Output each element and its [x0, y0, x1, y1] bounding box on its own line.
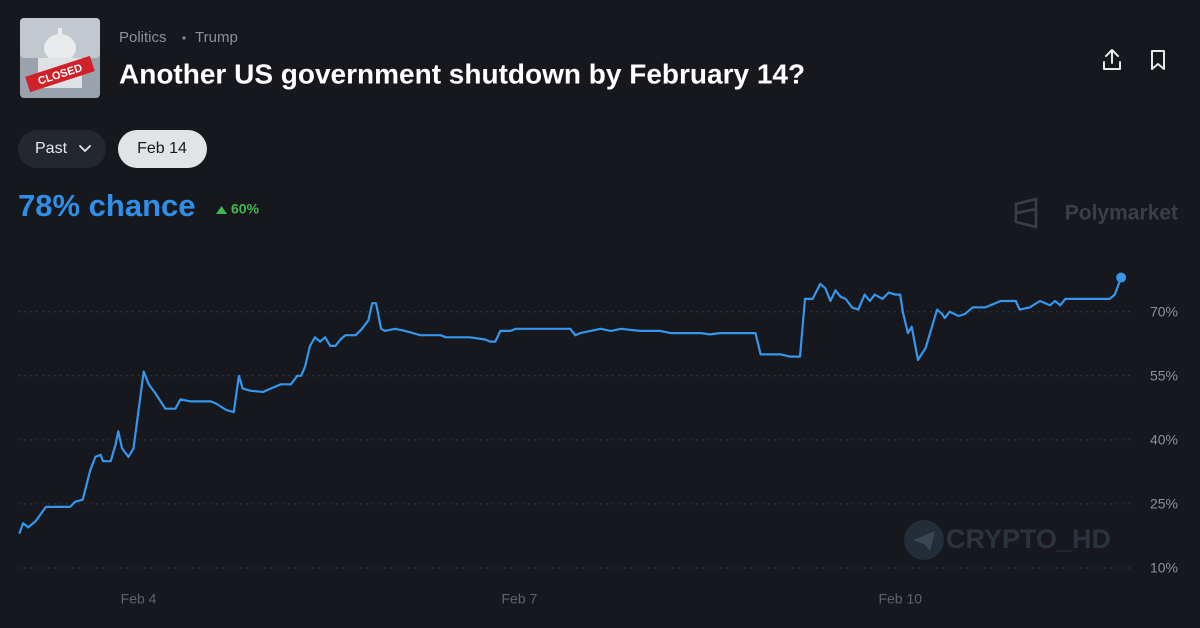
thumbnail[interactable]: CLOSED	[20, 18, 100, 98]
channel-plane	[913, 531, 935, 551]
range-dropdown[interactable]: Past	[18, 130, 106, 168]
share-button[interactable]	[1103, 49, 1121, 70]
y-tick-label: 55%	[1150, 367, 1178, 383]
x-tick-label: Feb 7	[502, 591, 538, 607]
chance: 78% chance	[18, 188, 196, 223]
separator	[182, 36, 186, 40]
price-line	[18, 277, 1123, 535]
y-tick-label: 10%	[1150, 560, 1178, 576]
bookmark-button[interactable]	[1151, 50, 1165, 70]
polymarket-logo	[1014, 197, 1038, 229]
channel-watermark: CRYPTO_HD	[946, 524, 1111, 554]
title: Another US government shutdown by Februa…	[119, 58, 805, 89]
y-tick-label: 40%	[1150, 432, 1178, 448]
outcome-label: Feb 14	[137, 140, 187, 157]
y-tick-label: 25%	[1150, 496, 1178, 512]
y-tick-label: 70%	[1150, 303, 1178, 319]
range-label: Past	[35, 140, 68, 157]
tag[interactable]: Trump	[195, 29, 238, 46]
x-tick-label: Feb 10	[878, 591, 922, 607]
change-arrow	[216, 206, 227, 214]
x-tick-label: Feb 4	[121, 591, 157, 607]
plot: 10% 25% 40% 55% 70% Feb 4 Feb 7 Feb 10	[18, 272, 1178, 607]
outcome-pill[interactable]: Feb 14	[118, 130, 207, 168]
category[interactable]: Politics	[119, 29, 167, 46]
change: 60%	[231, 201, 260, 217]
current-point	[1116, 272, 1127, 283]
brand-watermark: Polymarket	[1065, 202, 1178, 225]
